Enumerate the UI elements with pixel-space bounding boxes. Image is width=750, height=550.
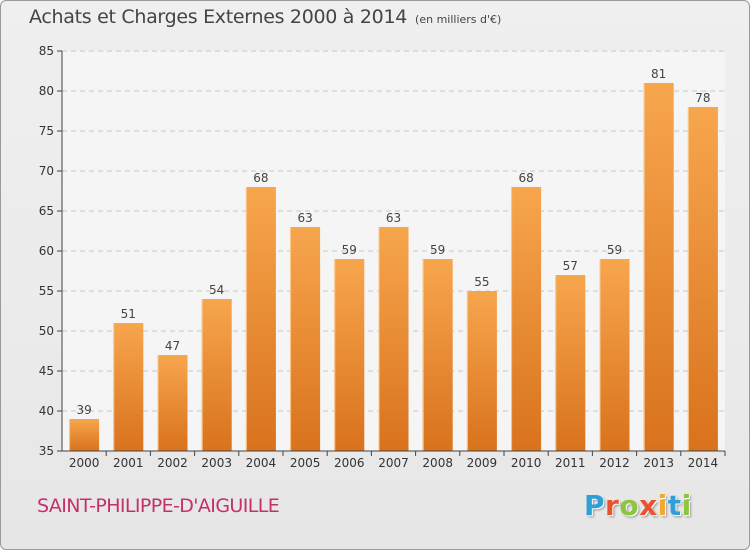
y-tick-label: 60	[39, 244, 54, 258]
bar-2002	[157, 355, 188, 451]
logo-letter: i	[657, 489, 668, 522]
logo-letter: r	[605, 489, 620, 522]
labels: 39 51 47 54 68 63 59 63 59 55 68 57 59 81 78	[76, 67, 710, 417]
chart-title-text: Achats et Charges Externes 2000 à 2014	[29, 6, 408, 28]
logo-letter: o	[619, 489, 640, 522]
y-tick-label: 45	[39, 364, 54, 378]
bar-2009	[466, 291, 497, 451]
data-label: 59	[430, 243, 445, 257]
x-tick-label: 2002	[157, 456, 188, 470]
y-tick-label: 55	[39, 284, 54, 298]
y-tick-label: 35	[39, 444, 54, 458]
x-tick-label: 2005	[290, 456, 321, 470]
proxiti-logo: Proxiti	[584, 489, 692, 522]
y-tick-label: 75	[39, 124, 54, 138]
x-tick-label: 2007	[378, 456, 409, 470]
chart-unit: (en milliers d'€)	[415, 13, 502, 26]
y-tick-label: 80	[39, 84, 54, 98]
place-name: SAINT-PHILIPPE-D'AIGUILLE	[37, 495, 280, 517]
data-label: 63	[297, 211, 312, 225]
bar-2000	[69, 419, 100, 451]
x-tick-label: 2006	[334, 456, 365, 470]
data-label: 68	[518, 171, 533, 185]
bar-2007	[378, 227, 409, 451]
bars	[69, 83, 718, 451]
bar-2004	[245, 187, 276, 451]
x-tick-label: 2014	[688, 456, 719, 470]
x-tick-label: 2000	[69, 456, 100, 470]
data-label: 57	[563, 259, 578, 273]
bar-2011	[555, 275, 586, 451]
bar-2010	[511, 187, 542, 451]
bar-2014	[687, 107, 718, 451]
data-label: 39	[76, 403, 91, 417]
x-tick-label: 2009	[467, 456, 498, 470]
data-label: 63	[386, 211, 401, 225]
x-tick-label: 2008	[422, 456, 453, 470]
logo-letter: i	[681, 489, 692, 522]
bar-2006	[334, 259, 365, 451]
x-tick-label: 2001	[113, 456, 144, 470]
bar-2013	[643, 83, 674, 451]
data-label: 51	[121, 307, 136, 321]
data-label: 78	[695, 91, 710, 105]
y-tick-label: 65	[39, 204, 54, 218]
x-tick-label: 2013	[643, 456, 674, 470]
data-label: 55	[474, 275, 489, 289]
bar-2012	[599, 259, 630, 451]
x-tick-label: 2011	[555, 456, 586, 470]
logo-letter: P	[584, 489, 606, 522]
y-tick-label: 40	[39, 404, 54, 418]
chart-title: Achats et Charges Externes 2000 à 2014 (e…	[29, 6, 501, 28]
y-tick-label: 85	[39, 44, 54, 58]
logo-letter: x	[639, 489, 658, 522]
bar-2001	[113, 323, 144, 451]
logo-letter: t	[667, 489, 682, 522]
y-tick-label: 70	[39, 164, 54, 178]
x-tick-label: 2004	[246, 456, 277, 470]
data-label: 59	[342, 243, 357, 257]
bar-2008	[422, 259, 453, 451]
data-label: 54	[209, 283, 224, 297]
x-tick-label: 2012	[599, 456, 630, 470]
data-label: 59	[607, 243, 622, 257]
axes: 35 40 45 50 55 60 65 70 75 80 85 2000 2001 2002 2003 20…	[39, 44, 726, 470]
data-label: 81	[651, 67, 666, 81]
data-label: 47	[165, 339, 180, 353]
x-tick-label: 2010	[511, 456, 542, 470]
bar-2005	[290, 227, 321, 451]
data-label: 68	[253, 171, 268, 185]
y-tick-label: 50	[39, 324, 54, 338]
x-tick-label: 2003	[201, 456, 232, 470]
bar-2003	[201, 299, 232, 451]
